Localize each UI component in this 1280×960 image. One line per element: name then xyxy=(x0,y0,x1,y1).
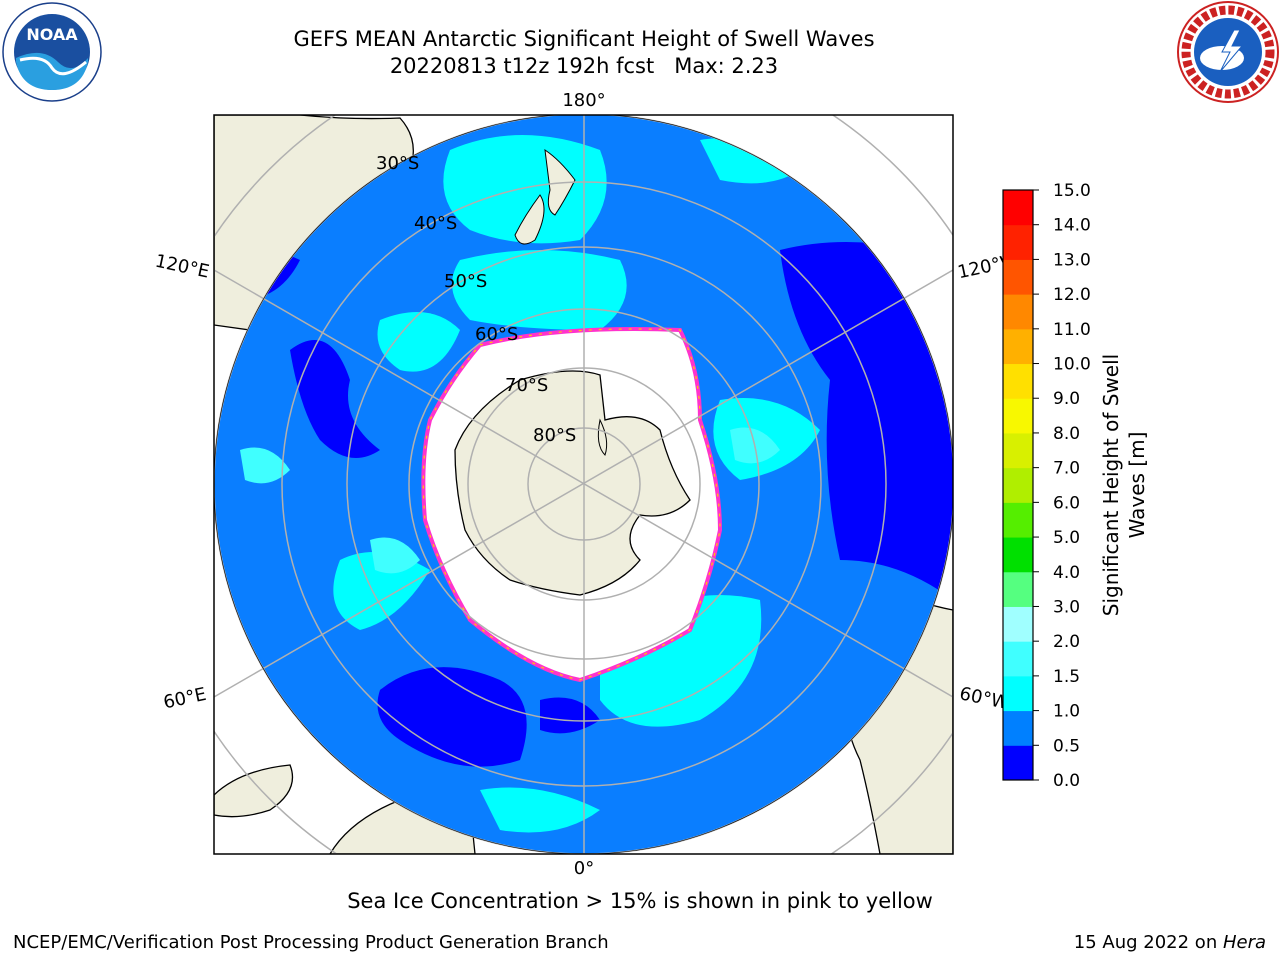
lat-label-50s: 50°S xyxy=(444,271,487,292)
colorbar-segment xyxy=(1003,571,1033,607)
colorbar-tick-label: 15.0 xyxy=(1053,181,1091,201)
colorbar-segment xyxy=(1003,294,1033,330)
colorbar-tick-label: 8.0 xyxy=(1053,424,1080,444)
colorbar-segment xyxy=(1003,363,1033,399)
colorbar-segment xyxy=(1003,432,1033,469)
chart-subtitle: 20220813 t12z 192h fcst Max: 2.23 xyxy=(389,54,779,78)
colorbar-tick-label: 0.0 xyxy=(1053,771,1080,791)
colorbar-segment xyxy=(1003,606,1033,642)
colorbar-tick-label: 9.0 xyxy=(1053,389,1080,409)
colorbar-tick-label: 2.0 xyxy=(1053,632,1080,652)
colorbar-frame xyxy=(1002,189,1034,781)
colorbar-tick-label: 1.5 xyxy=(1053,667,1080,687)
map-panel xyxy=(214,115,953,854)
colorbar-tick-label: 4.0 xyxy=(1053,563,1080,583)
footer-credit: NCEP/EMC/Verification Post Processing Pr… xyxy=(13,932,609,953)
footer-date: 15 Aug 2022 on Hera xyxy=(1074,932,1266,953)
colorbar-tick-label: 1.0 xyxy=(1053,702,1080,722)
lon-label-120e: 120°E xyxy=(153,251,211,283)
graticule xyxy=(214,115,953,854)
colorbar-tick-label: 7.0 xyxy=(1053,459,1080,479)
colorbar-tick-label: 14.0 xyxy=(1053,216,1091,236)
colorbar-segment xyxy=(1003,259,1033,295)
colorbar-segment xyxy=(1003,328,1033,365)
noaa-logo-icon: NOAA xyxy=(2,2,102,102)
colorbar-segment xyxy=(1003,537,1033,573)
colorbar-segment xyxy=(1003,190,1033,226)
lon-label-60e: 60°E xyxy=(162,684,209,714)
colorbar-segment xyxy=(1003,224,1033,260)
colorbar-segment xyxy=(1003,710,1033,746)
colorbar-tick-label: 0.5 xyxy=(1053,736,1080,756)
antarctica-land xyxy=(454,370,691,596)
colorbar-tick-label: 6.0 xyxy=(1053,493,1080,513)
colorbar-segment xyxy=(1003,675,1033,712)
sea-ice-note: Sea Ice Concentration > 15% is shown in … xyxy=(347,889,933,913)
colorbar-label: Significant Height of Swell Waves [m] xyxy=(1099,353,1149,617)
latitude-labels: 30°S 40°S 50°S 60°S 70°S 80°S xyxy=(376,153,576,446)
footer-date-text: 15 Aug 2022 on xyxy=(1073,932,1223,953)
lat-label-30s: 30°S xyxy=(376,153,419,174)
noaa-logo-text: NOAA xyxy=(26,25,78,44)
colorbar-segment xyxy=(1003,398,1033,434)
footer-machine: Hera xyxy=(1222,932,1266,953)
chart-title: GEFS MEAN Antarctic Significant Height o… xyxy=(293,27,875,51)
colorbar-tick-label: 13.0 xyxy=(1053,250,1091,270)
lat-label-40s: 40°S xyxy=(414,213,457,234)
lat-label-70s: 70°S xyxy=(505,375,548,396)
lat-label-60s: 60°S xyxy=(475,324,518,345)
lat-label-80s: 80°S xyxy=(533,425,576,446)
nws-logo-icon xyxy=(1177,1,1279,103)
colorbar-tick-label: 3.0 xyxy=(1053,597,1080,617)
colorbar-segment xyxy=(1003,467,1033,503)
colorbar-tick-label: 5.0 xyxy=(1053,528,1080,548)
colorbar-segment xyxy=(1003,502,1033,538)
colorbar-tick-label: 12.0 xyxy=(1053,285,1091,305)
colorbar-tick-label: 10.0 xyxy=(1053,355,1091,375)
lon-label-0: 0° xyxy=(574,858,594,879)
colorbar-segment xyxy=(1003,641,1033,677)
lon-label-180: 180° xyxy=(562,90,605,111)
map-frame xyxy=(213,114,954,855)
colorbar-segment xyxy=(1003,745,1033,781)
colorbar: 0.0 0.5 1.0 1.5 2.0 3.0 4.0 5.0 6.0 7.0 8.0 9.0 10.0… xyxy=(1002,181,1091,791)
colorbar-tick-label: 11.0 xyxy=(1053,320,1091,340)
